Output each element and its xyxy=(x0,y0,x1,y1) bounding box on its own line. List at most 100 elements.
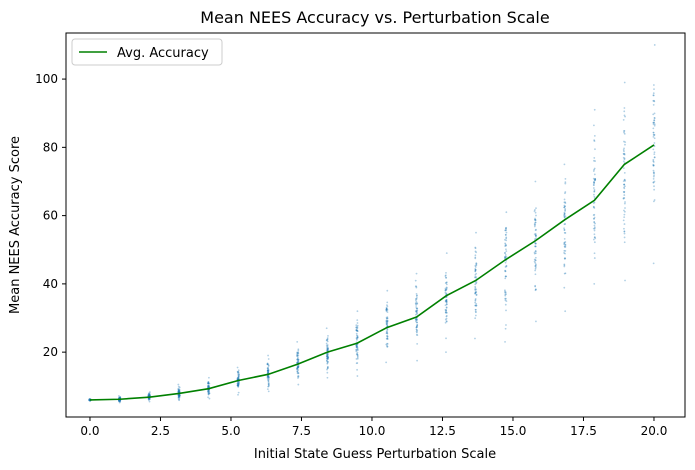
scatter-point xyxy=(297,365,300,368)
scatter-point xyxy=(326,357,328,359)
scatter-point xyxy=(236,384,239,387)
scatter-point xyxy=(296,341,299,343)
scatter-point xyxy=(592,214,595,217)
scatter-point xyxy=(533,252,536,255)
scatter-point xyxy=(623,197,626,199)
scatter-point xyxy=(237,374,240,377)
scatter-point xyxy=(593,201,596,204)
scatter-point xyxy=(385,330,388,333)
scatter-point xyxy=(327,347,330,350)
scatter-point xyxy=(267,365,270,367)
scatter-point xyxy=(534,223,537,226)
scatter-point xyxy=(593,168,595,171)
scatter-point xyxy=(504,289,506,292)
scatter-point xyxy=(563,231,566,234)
scatter-point xyxy=(297,358,300,361)
scatter-point xyxy=(297,348,300,351)
scatter-point xyxy=(267,367,269,370)
scatter-point xyxy=(416,342,419,345)
scatter-point xyxy=(326,360,329,363)
scatter-point xyxy=(475,263,478,266)
scatter-point xyxy=(118,396,121,399)
scatter-point xyxy=(563,214,566,217)
scatter-point xyxy=(148,398,151,400)
scatter-point xyxy=(445,308,448,311)
scatter-point xyxy=(208,382,211,385)
scatter-point xyxy=(118,397,121,399)
scatter-point xyxy=(267,382,270,385)
scatter-point xyxy=(416,331,418,334)
scatter-point xyxy=(207,385,210,388)
scatter-point xyxy=(297,359,299,361)
scatter-point xyxy=(297,372,300,375)
scatter-point xyxy=(267,375,269,378)
scatter-point xyxy=(623,153,625,156)
scatter-point xyxy=(592,184,595,186)
scatter-point xyxy=(207,386,209,389)
scatter-point xyxy=(652,164,655,167)
scatter-point xyxy=(177,390,180,393)
scatter-point xyxy=(415,306,418,308)
scatter-point xyxy=(236,377,239,380)
scatter-point xyxy=(326,355,328,358)
x-tick-label: 17.5 xyxy=(570,424,597,438)
scatter-point xyxy=(415,310,417,313)
scatter-point xyxy=(416,321,418,324)
scatter-point xyxy=(356,375,359,377)
scatter-point xyxy=(505,229,508,231)
scatter-point xyxy=(296,368,298,370)
scatter-point xyxy=(326,376,329,379)
scatter-point xyxy=(564,245,567,248)
scatter-point xyxy=(445,271,447,274)
scatter-point xyxy=(564,272,567,275)
scatter-point xyxy=(624,279,626,282)
scatter-point xyxy=(592,206,595,209)
scatter-point xyxy=(415,311,418,314)
scatter-point xyxy=(386,344,388,347)
y-axis-label: Mean NEES Accuracy Score xyxy=(8,136,23,314)
scatter-point xyxy=(267,370,270,373)
scatter-point xyxy=(119,396,121,399)
scatter-point xyxy=(653,124,656,127)
scatter-point xyxy=(624,115,626,118)
scatter-point xyxy=(267,371,270,373)
scatter-point xyxy=(237,371,240,374)
scatter-point xyxy=(386,308,389,311)
scatter-point xyxy=(267,379,270,382)
scatter-point xyxy=(386,325,389,327)
scatter-point xyxy=(148,399,150,401)
scatter-point xyxy=(297,375,300,378)
scatter-point xyxy=(445,252,448,255)
scatter-point xyxy=(505,293,507,295)
legend: Avg. Accuracy xyxy=(71,38,223,66)
scatter-point xyxy=(415,297,417,300)
scatter-point xyxy=(118,399,121,402)
scatter-point xyxy=(564,232,567,234)
scatter-point xyxy=(266,375,269,378)
scatter-point xyxy=(207,382,209,385)
scatter-point xyxy=(268,376,270,379)
scatter-point xyxy=(564,223,567,225)
scatter-point xyxy=(296,370,299,373)
scatter-point xyxy=(534,250,537,253)
x-tick-label: 2.5 xyxy=(151,424,170,438)
scatter-point xyxy=(207,389,210,392)
scatter-point xyxy=(474,254,477,257)
scatter-point xyxy=(475,251,478,254)
scatter-point xyxy=(623,183,626,186)
scatter-point xyxy=(296,367,299,370)
scatter-point xyxy=(505,231,508,234)
scatter-point xyxy=(535,207,537,210)
scatter-point xyxy=(177,391,180,393)
scatter-point xyxy=(474,314,477,317)
scatter-point xyxy=(593,257,596,259)
scatter-point xyxy=(297,366,300,369)
scatter-point xyxy=(504,256,507,259)
scatter-point xyxy=(652,163,655,166)
scatter-point xyxy=(386,317,389,320)
scatter-point xyxy=(533,222,536,225)
scatter-point xyxy=(504,238,506,241)
scatter-point xyxy=(535,235,537,238)
scatter-point xyxy=(475,282,478,285)
scatter-point xyxy=(207,381,210,384)
